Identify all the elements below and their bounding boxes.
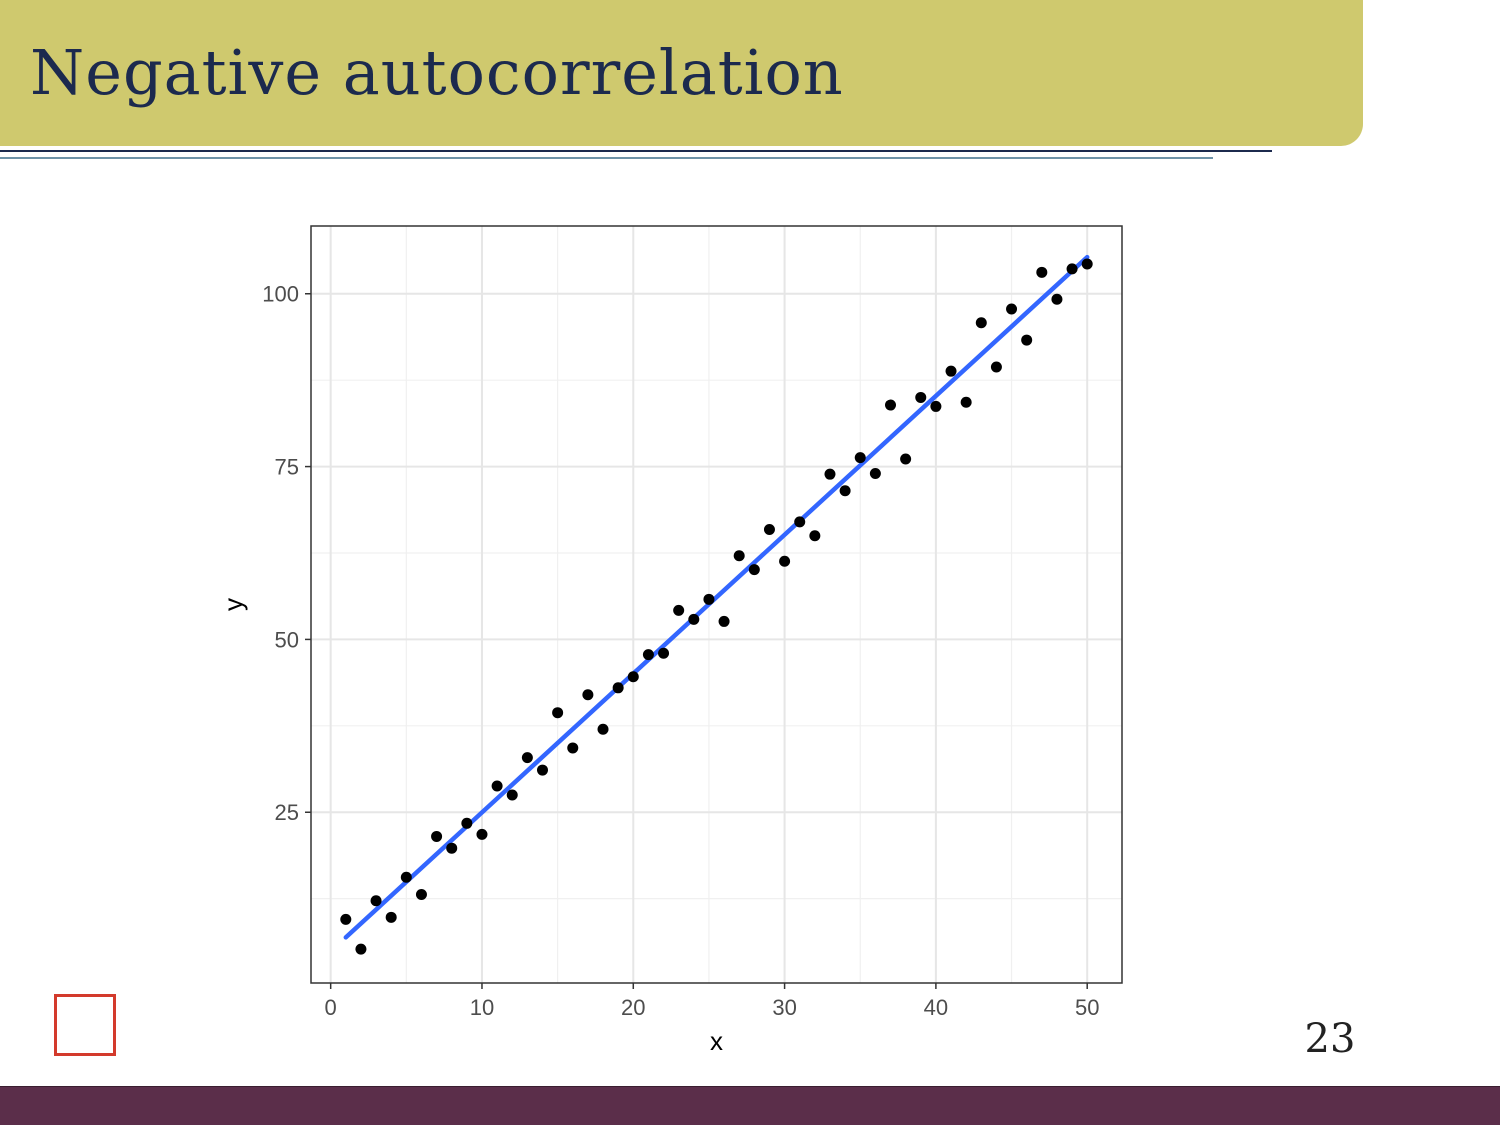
- data-point: [536, 764, 548, 776]
- data-point: [642, 649, 654, 661]
- header-rule-dark: [0, 150, 1272, 152]
- data-point: [915, 391, 927, 403]
- data-point: [1021, 334, 1033, 346]
- data-point: [1006, 303, 1018, 315]
- data-point: [930, 400, 942, 412]
- data-point: [385, 911, 397, 923]
- data-point: [400, 871, 412, 883]
- y-tick-label: 25: [275, 800, 299, 825]
- data-point: [673, 604, 685, 616]
- y-tick-label: 100: [262, 282, 299, 307]
- data-point: [506, 789, 518, 801]
- data-point: [552, 707, 564, 719]
- x-tick-label: 20: [621, 995, 645, 1020]
- seal-char: [57, 1025, 85, 1053]
- data-point: [854, 452, 866, 464]
- x-tick-label: 10: [470, 995, 494, 1020]
- data-point: [658, 647, 670, 659]
- x-tick-label: 50: [1075, 995, 1099, 1020]
- seal-char: [85, 1025, 113, 1053]
- data-point: [582, 689, 594, 701]
- data-point: [521, 752, 533, 764]
- data-point: [839, 485, 851, 497]
- y-tick-label: 75: [275, 455, 299, 480]
- seal-logo: [54, 994, 116, 1056]
- chart-svg: 0 10 20 30 40 50 25 50 75 100 x y: [218, 225, 1123, 1056]
- data-point: [824, 468, 836, 480]
- data-point: [960, 396, 972, 408]
- x-tick-label: 40: [924, 995, 948, 1020]
- data-point: [869, 467, 881, 479]
- data-point: [975, 317, 987, 329]
- panel-border: [310, 225, 1123, 984]
- header-rule-light: [0, 157, 1213, 159]
- y-axis-title: y: [218, 598, 248, 611]
- scatter-chart: 0 10 20 30 40 50 25 50 75 100 x y: [212, 210, 1132, 1060]
- data-point: [491, 780, 503, 792]
- data-point: [809, 530, 821, 542]
- data-point: [476, 828, 488, 840]
- data-point: [1066, 263, 1078, 275]
- data-point: [597, 723, 609, 735]
- y-tick-label: 50: [275, 627, 299, 652]
- data-point: [885, 399, 897, 411]
- data-point: [461, 817, 473, 829]
- data-point: [718, 615, 730, 627]
- seal-char: [85, 997, 113, 1025]
- data-point: [733, 550, 745, 562]
- data-point: [1036, 266, 1048, 278]
- title-band: Negative autocorrelation: [0, 0, 1363, 146]
- x-axis-title: x: [710, 1026, 723, 1056]
- data-point: [567, 742, 579, 754]
- data-point: [688, 613, 700, 625]
- data-point: [370, 895, 382, 907]
- data-point: [779, 555, 791, 567]
- data-point: [415, 889, 427, 901]
- data-point: [990, 361, 1002, 373]
- footer-band: [0, 1086, 1500, 1125]
- x-tick-label: 0: [325, 995, 337, 1020]
- data-point: [763, 523, 775, 535]
- slide-title: Negative autocorrelation: [30, 36, 844, 109]
- data-point: [355, 943, 367, 955]
- data-point: [446, 842, 458, 854]
- data-point: [340, 913, 352, 925]
- data-point: [945, 365, 957, 377]
- data-point: [748, 564, 760, 576]
- data-point: [431, 830, 443, 842]
- seal-char: [57, 997, 85, 1025]
- page-number: 23: [1304, 1016, 1356, 1062]
- data-point: [627, 671, 639, 683]
- x-tick-label: 30: [772, 995, 796, 1020]
- data-point: [900, 453, 912, 465]
- data-point: [794, 516, 806, 528]
- data-point: [1081, 258, 1093, 270]
- data-point: [1051, 293, 1063, 305]
- data-point: [703, 593, 715, 605]
- data-point: [612, 682, 624, 694]
